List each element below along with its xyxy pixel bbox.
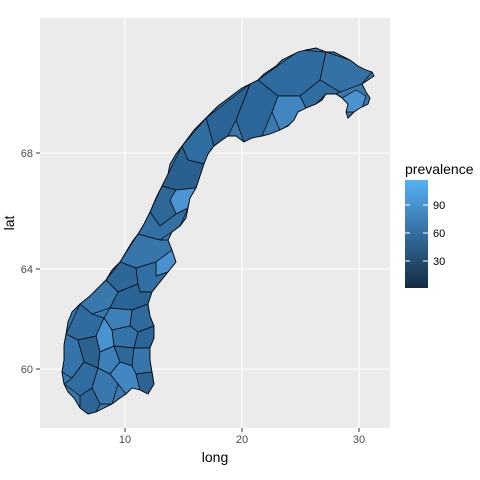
legend-colorbar bbox=[405, 180, 428, 288]
x-tick-label: 30 bbox=[353, 434, 365, 446]
x-tick-label: 10 bbox=[119, 434, 131, 446]
region bbox=[235, 79, 279, 143]
x-axis-title: long bbox=[202, 449, 228, 465]
y-tick-label: 60 bbox=[21, 364, 33, 376]
region bbox=[111, 325, 139, 349]
axis-ticks bbox=[36, 152, 360, 432]
y-tick-label: 68 bbox=[21, 148, 33, 160]
y-tick-label: 64 bbox=[21, 264, 33, 276]
legend-title: prevalence bbox=[405, 161, 474, 177]
region bbox=[131, 347, 153, 375]
legend-label: 30 bbox=[433, 256, 445, 268]
x-tick-label: 20 bbox=[236, 434, 248, 446]
y-axis-title: lat bbox=[1, 216, 17, 231]
map-regions bbox=[61, 47, 375, 415]
legend-label: 90 bbox=[433, 200, 445, 212]
legend: prevalence 90 60 30 bbox=[405, 161, 474, 288]
legend-label: 60 bbox=[433, 228, 445, 240]
